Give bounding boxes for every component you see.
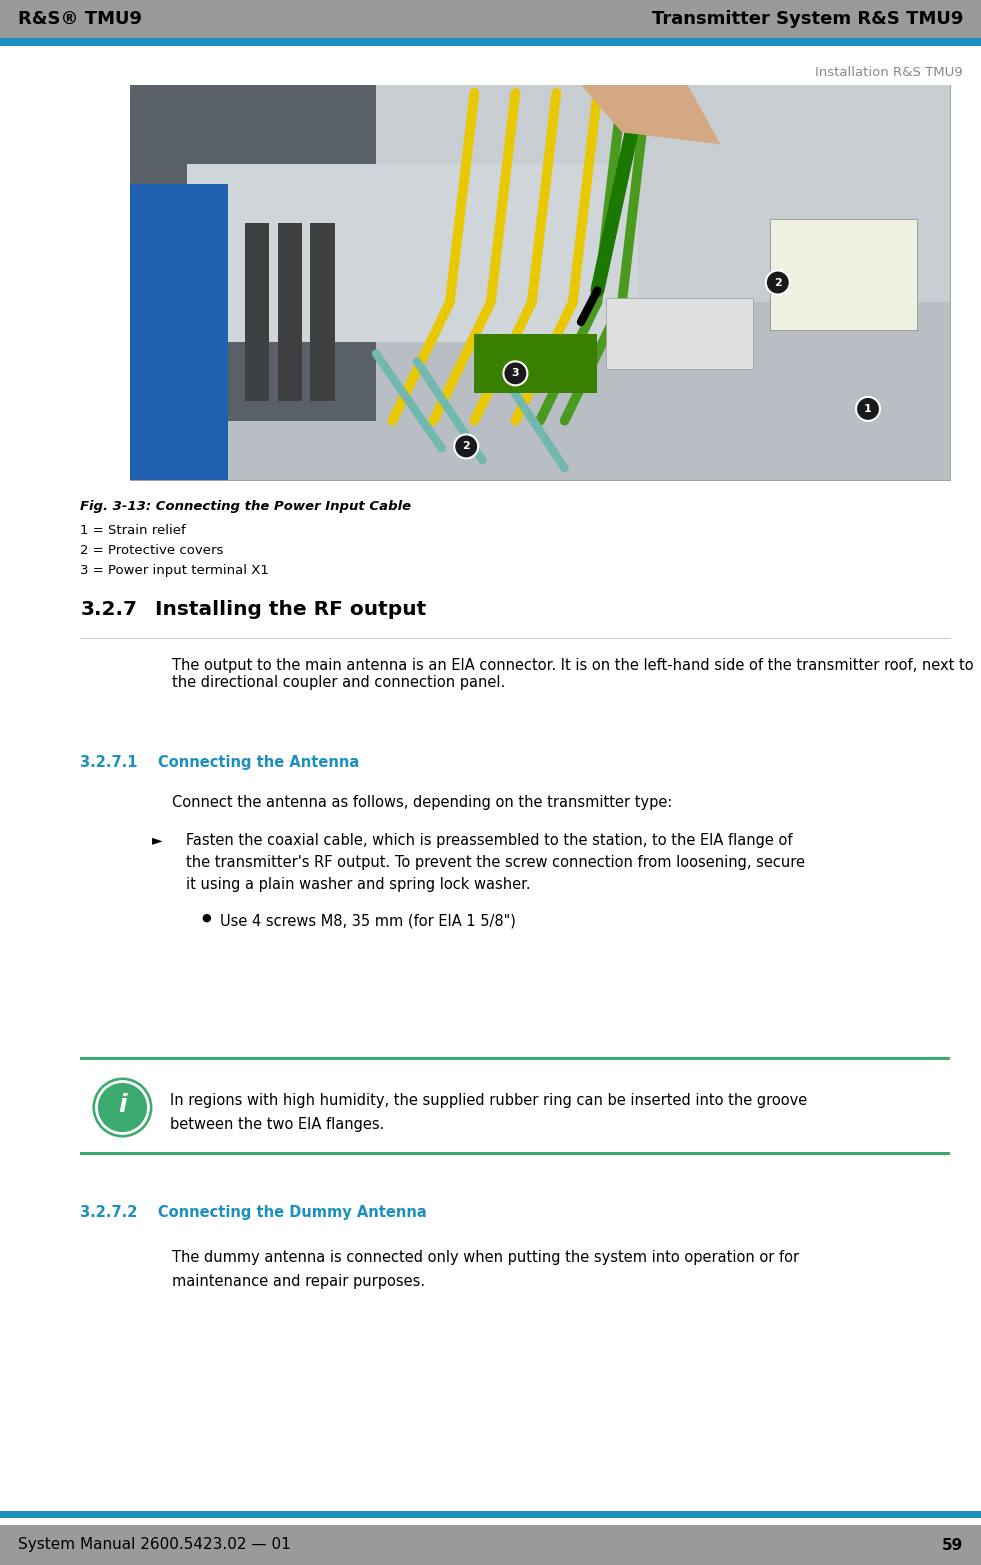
Circle shape <box>766 271 790 294</box>
Text: it using a plain washer and spring lock washer.: it using a plain washer and spring lock … <box>185 876 531 892</box>
Text: maintenance and repair purposes.: maintenance and repair purposes. <box>172 1274 425 1290</box>
Text: Installation R&S TMU9: Installation R&S TMU9 <box>815 66 963 78</box>
Text: The dummy antenna is connected only when putting the system into operation or fo: The dummy antenna is connected only when… <box>172 1250 799 1265</box>
Bar <box>130 183 229 480</box>
Text: System Manual 2600.5423.02 — 01: System Manual 2600.5423.02 — 01 <box>18 1537 290 1552</box>
Text: 3: 3 <box>511 368 519 379</box>
Bar <box>0 0 981 38</box>
Bar <box>245 224 270 401</box>
Bar <box>130 85 950 480</box>
Text: 3.2.7.2    Connecting the Dummy Antenna: 3.2.7.2 Connecting the Dummy Antenna <box>80 1205 427 1221</box>
Text: Connect the antenna as follows, depending on the transmitter type:: Connect the antenna as follows, dependin… <box>172 795 672 811</box>
Circle shape <box>503 362 528 385</box>
Bar <box>770 219 917 330</box>
Polygon shape <box>581 85 720 144</box>
Bar <box>130 85 950 302</box>
Text: Fig. 3-13: Connecting the Power Input Cable: Fig. 3-13: Connecting the Power Input Ca… <box>80 499 412 513</box>
Bar <box>475 333 597 393</box>
Text: ►: ► <box>152 833 162 847</box>
Text: the transmitter's RF output. To prevent the screw connection from loosening, sec: the transmitter's RF output. To prevent … <box>185 854 804 870</box>
Text: Installing the RF output: Installing the RF output <box>155 599 427 620</box>
Circle shape <box>92 1077 152 1138</box>
Circle shape <box>454 435 478 459</box>
Text: 1 = Strain relief: 1 = Strain relief <box>80 524 186 537</box>
Bar <box>130 85 376 421</box>
Bar <box>0 1524 981 1565</box>
Text: 2: 2 <box>774 277 782 288</box>
Text: i: i <box>118 1094 127 1117</box>
Bar <box>80 1056 950 1060</box>
Text: 3.2.7.1    Connecting the Antenna: 3.2.7.1 Connecting the Antenna <box>80 754 360 770</box>
Text: Transmitter System R&S TMU9: Transmitter System R&S TMU9 <box>651 9 963 28</box>
Text: 59: 59 <box>942 1537 963 1552</box>
Text: ●: ● <box>202 912 212 923</box>
Text: Fasten the coaxial cable, which is preassembled to the station, to the EIA flang: Fasten the coaxial cable, which is preas… <box>185 833 793 848</box>
Bar <box>310 224 335 401</box>
Bar <box>0 1510 981 1518</box>
Circle shape <box>856 398 880 421</box>
Text: 3 = Power input terminal X1: 3 = Power input terminal X1 <box>80 563 270 577</box>
Bar <box>80 1060 950 1155</box>
Text: The output to the main antenna is an EIA connector. It is on the left-hand side : The output to the main antenna is an EIA… <box>172 657 973 690</box>
Text: 2: 2 <box>462 441 470 451</box>
Bar <box>0 38 981 45</box>
Text: In regions with high humidity, the supplied rubber ring can be inserted into the: In regions with high humidity, the suppl… <box>171 1094 807 1108</box>
Text: between the two EIA flanges.: between the two EIA flanges. <box>171 1117 385 1131</box>
Text: 1: 1 <box>864 404 872 413</box>
Bar <box>187 164 639 341</box>
Text: 2 = Protective covers: 2 = Protective covers <box>80 545 224 557</box>
Bar <box>770 232 835 330</box>
Bar <box>80 1152 950 1155</box>
Bar <box>605 299 753 369</box>
Text: R&S® TMU9: R&S® TMU9 <box>18 9 142 28</box>
Bar <box>278 224 302 401</box>
Text: Use 4 screws M8, 35 mm (for EIA 1 5/8"): Use 4 screws M8, 35 mm (for EIA 1 5/8") <box>220 912 516 928</box>
Text: 3.2.7: 3.2.7 <box>80 599 137 620</box>
